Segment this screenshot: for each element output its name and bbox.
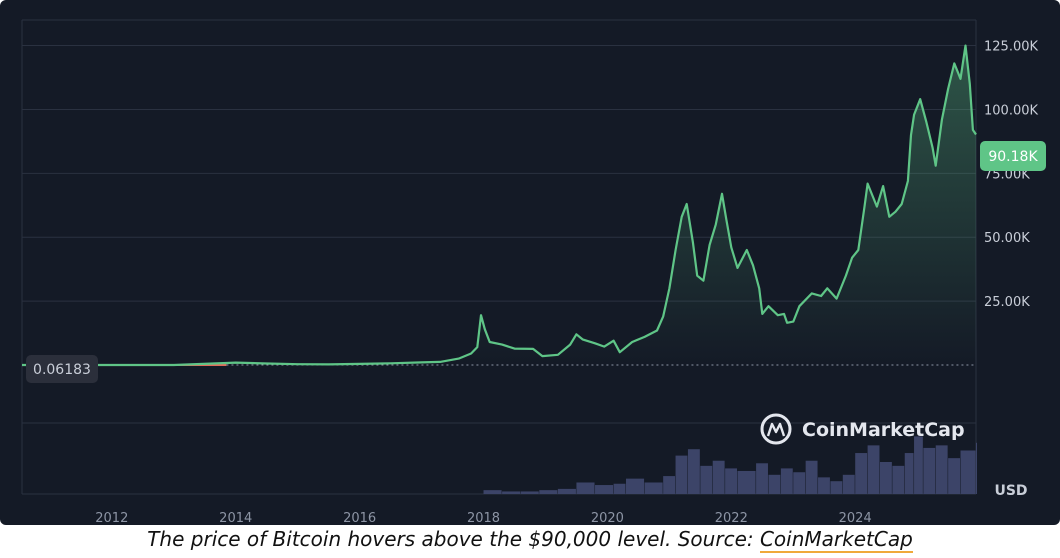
x-tick-label: 2024 [839, 511, 872, 525]
y-tick-label: 125.00K [984, 40, 1038, 55]
volume-bar [687, 449, 700, 494]
x-tick-label: 2016 [343, 511, 376, 525]
x-tick-label: 2018 [467, 511, 500, 525]
watermark-text: CoinMarketCap [802, 419, 965, 441]
volume-bar [725, 468, 737, 494]
volume-bar [700, 465, 713, 494]
volume-bar [923, 447, 936, 494]
x-tick-label: 2022 [715, 511, 748, 525]
grid-lines [21, 19, 977, 495]
volume-bars [483, 436, 977, 494]
volume-bar [830, 481, 843, 494]
volume-bar [805, 460, 818, 494]
y-tick-label: 100.00K [984, 103, 1038, 118]
volume-bar [675, 455, 688, 494]
currency-label: USD [994, 483, 1027, 499]
volume-bar [557, 488, 576, 494]
volume-bar [892, 465, 905, 494]
volume-bar [768, 474, 781, 494]
caption-text: The price of Bitcoin hovers above the $9… [147, 527, 760, 551]
start-price-badge: 0.06183 [26, 355, 98, 383]
volume-bar [483, 490, 502, 494]
volume-bar [793, 472, 806, 494]
volume-bar [960, 450, 976, 494]
y-axis-ticks: 25.00K 50.00K 75.00K 100.00K 125.00K [984, 40, 1038, 311]
chart-panel: 25.00K 50.00K 75.00K 100.00K 125.00K 2012 201… [0, 0, 1060, 525]
current-price-badge: 90.18K [980, 141, 1046, 171]
volume-bar [539, 490, 558, 494]
y-tick-label: 25.00K [984, 295, 1030, 310]
y-tick-label: 50.00K [984, 231, 1030, 246]
volume-bar [780, 468, 793, 494]
volume-bar [663, 476, 676, 494]
volume-bar [737, 470, 756, 494]
x-tick-label: 2014 [219, 511, 252, 525]
volume-bar [867, 445, 880, 494]
watermark: CoinMarketCap [760, 413, 965, 445]
volume-bar [644, 482, 663, 494]
x-axis-ticks: 2012 2014 2016 2018 2020 2022 2024 [95, 511, 871, 525]
volume-bar [818, 477, 830, 494]
volume-bar [935, 445, 948, 494]
volume-bar [904, 453, 914, 494]
price-line [22, 44, 977, 367]
volume-bar [914, 436, 923, 494]
volume-bar [976, 442, 977, 494]
x-tick-label: 2012 [95, 511, 128, 525]
current-price-label: 90.18K [988, 149, 1038, 165]
volume-bar [502, 491, 521, 494]
y-tick-label: 75.00K [984, 167, 1030, 182]
source-link[interactable]: CoinMarketCap [759, 527, 913, 553]
volume-bar [576, 482, 595, 494]
volume-bar [520, 491, 539, 494]
volume-bar [879, 462, 892, 494]
volume-bar [613, 483, 626, 494]
price-area-fill [22, 45, 976, 365]
volume-bar [948, 458, 961, 494]
volume-bar [712, 460, 725, 494]
x-tick-label: 2020 [591, 511, 624, 525]
volume-bar [842, 474, 855, 494]
volume-bar [595, 485, 614, 494]
volume-bar [855, 453, 868, 494]
caption: The price of Bitcoin hovers above the $9… [0, 527, 1060, 553]
volume-bar [625, 478, 645, 494]
coinmarketcap-logo-icon [760, 413, 792, 445]
start-price-label: 0.06183 [33, 362, 91, 378]
volume-bar [756, 463, 768, 494]
